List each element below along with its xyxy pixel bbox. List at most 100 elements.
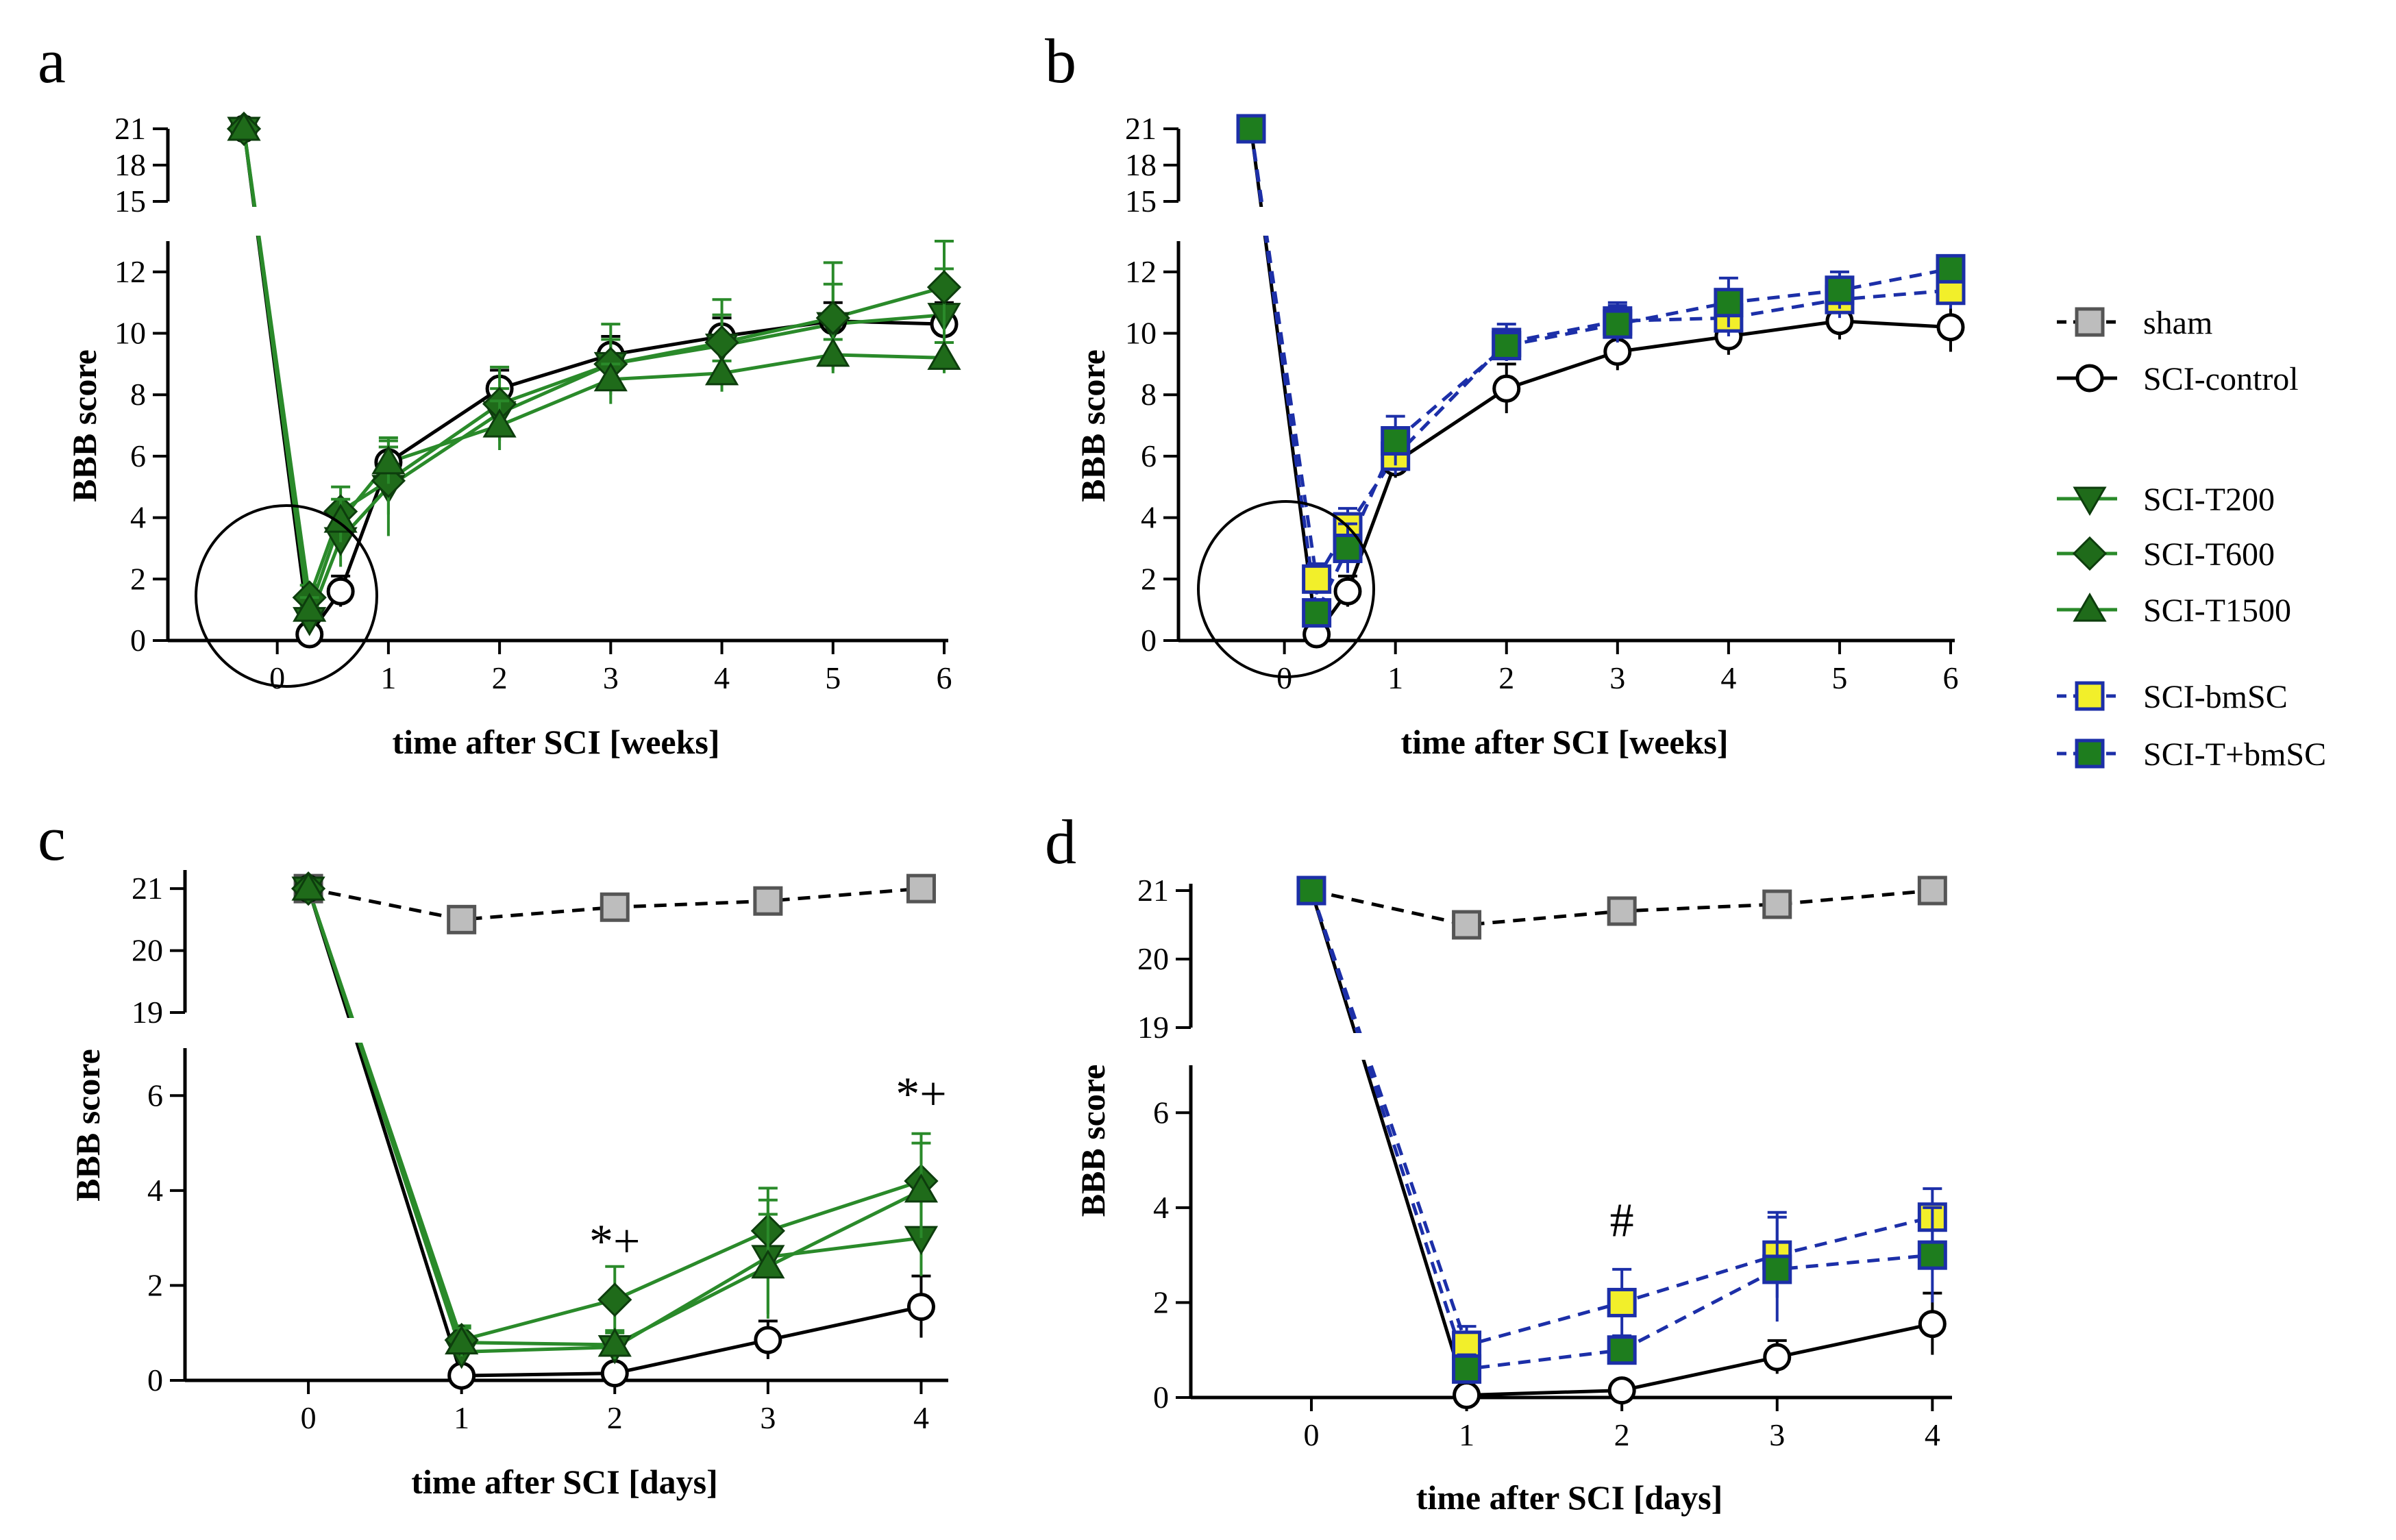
data-point-control (1936, 313, 1965, 342)
data-point-t1500 (227, 112, 261, 141)
x-axis-label: time after SCI [weeks] (1400, 723, 1728, 761)
x-tick-label: 3 (603, 660, 619, 695)
data-point-tbmsc (1381, 426, 1411, 456)
x-tick-label: 1 (380, 660, 396, 695)
y-tick-label: 8 (130, 377, 146, 412)
data-point-control (1763, 1343, 1792, 1371)
y-tick-label: 20 (1137, 941, 1169, 976)
legend-item-sham: sham (2057, 305, 2212, 341)
x-tick-label: 4 (1720, 660, 1736, 695)
data-point-sham (753, 886, 783, 916)
y-tick-label: 4 (147, 1173, 163, 1208)
legend-item-t200: SCI-T200 (2057, 482, 2275, 518)
y-axis-label: BBB score (69, 1049, 107, 1202)
y-tick-label: 0 (1153, 1380, 1169, 1415)
data-point-sham (1452, 910, 1482, 940)
annotation-circle (195, 504, 378, 688)
data-point-control (1333, 577, 1362, 606)
y-tick-label: 15 (114, 184, 146, 219)
data-point-control (326, 577, 355, 606)
y-tick-label: 6 (147, 1078, 163, 1113)
legend-marker-control (2075, 364, 2104, 393)
data-point-tbmsc (1302, 598, 1332, 628)
panel-letter: c (38, 804, 66, 873)
legend-item-t600: SCI-T600 (2057, 536, 2275, 573)
x-tick-label: 0 (1303, 1417, 1319, 1452)
data-point-tbmsc (1936, 253, 1966, 284)
x-tick-label: 4 (913, 1400, 929, 1435)
y-tick-label: 6 (1153, 1095, 1169, 1130)
x-tick-label: 5 (1831, 660, 1847, 695)
x-tick-label: 1 (454, 1400, 469, 1435)
x-tick-label: 0 (301, 1400, 317, 1435)
y-tick-label: 6 (1141, 438, 1157, 473)
legend-label: sham (2143, 305, 2212, 341)
y-tick-label: 20 (132, 933, 163, 968)
data-point-control (1607, 1376, 1636, 1405)
panel-c: c 0 2 4 6 19 20 21 0 1 2 3 4 time after SCI [days] BBB… (38, 804, 954, 1501)
y-tick-label: 10 (1125, 316, 1157, 351)
y-tick-label: 2 (147, 1267, 163, 1302)
x-tick-label: 6 (1943, 660, 1959, 695)
y-tick-label: 12 (114, 254, 146, 289)
data-point-t600 (815, 300, 850, 336)
y-axis-label: BBB score (1074, 1065, 1112, 1217)
axis-break-gap (151, 207, 954, 236)
legend-label: SCI-T600 (2143, 536, 2275, 573)
y-tick-label: 8 (1141, 377, 1157, 412)
y-axis-label: BBB score (65, 349, 103, 502)
x-tick-label: 2 (492, 660, 508, 695)
data-point-bmsc (1302, 564, 1332, 594)
data-point-sham (1607, 896, 1637, 926)
x-tick-label: 1 (1459, 1417, 1474, 1452)
x-tick-label: 4 (1925, 1417, 1940, 1452)
legend-label: SCI-T200 (2143, 482, 2275, 518)
x-axis-label: time after SCI [weeks] (392, 723, 719, 761)
data-point-sham (447, 904, 477, 934)
x-tick-label: 1 (1387, 660, 1403, 695)
legend-label: SCI-T1500 (2143, 593, 2291, 629)
data-point-bmsc (1607, 1287, 1637, 1317)
y-tick-label: 12 (1125, 254, 1157, 289)
legend-label: SCI-control (2143, 361, 2299, 397)
y-tick-label: 15 (1125, 184, 1157, 219)
axis-break-gap (1174, 1033, 1958, 1060)
series-line-bmsc (1249, 128, 1951, 584)
data-point-control (600, 1359, 629, 1388)
data-point-tbmsc (1607, 1335, 1637, 1365)
y-tick-label: 18 (114, 147, 146, 182)
legend-label: SCI-bmSC (2143, 679, 2288, 715)
panel-letter: b (1045, 26, 1076, 96)
data-point-t1500 (371, 445, 406, 475)
data-point-sham (1917, 875, 1947, 906)
legend-label: SCI-T+bmSC (2143, 736, 2326, 773)
annotation-circle (1197, 500, 1375, 678)
significance-marker: *+ (589, 1215, 640, 1268)
y-tick-label: 21 (1137, 873, 1169, 908)
y-tick-label: 0 (130, 623, 146, 658)
x-axis-label: time after SCI [days] (411, 1463, 718, 1501)
x-tick-label: 2 (1498, 660, 1514, 695)
x-tick-label: 3 (1769, 1417, 1785, 1452)
data-point-tbmsc (1917, 1240, 1947, 1270)
legend-marker-t1500 (2073, 593, 2107, 622)
y-tick-label: 2 (130, 561, 146, 596)
y-tick-label: 4 (130, 500, 146, 535)
data-point-tbmsc (1603, 309, 1633, 339)
data-point-tbmsc (1762, 1254, 1792, 1284)
data-point-t600 (926, 270, 962, 305)
data-point-t1500 (482, 408, 517, 438)
data-point-control (906, 1293, 935, 1321)
data-point-t1500 (293, 593, 327, 622)
legend-marker-t600 (2072, 536, 2108, 571)
y-tick-label: 2 (1153, 1284, 1169, 1319)
legend: sham SCI-control SCI-T200 SCI-T600 SCI-T1500… (2057, 305, 2326, 773)
data-point-tbmsc (1492, 330, 1522, 360)
x-tick-label: 2 (607, 1400, 623, 1435)
data-point-control (754, 1326, 782, 1354)
y-tick-label: 6 (130, 438, 146, 473)
legend-marker-tbmsc (2075, 738, 2105, 769)
series-line-control (242, 128, 945, 639)
